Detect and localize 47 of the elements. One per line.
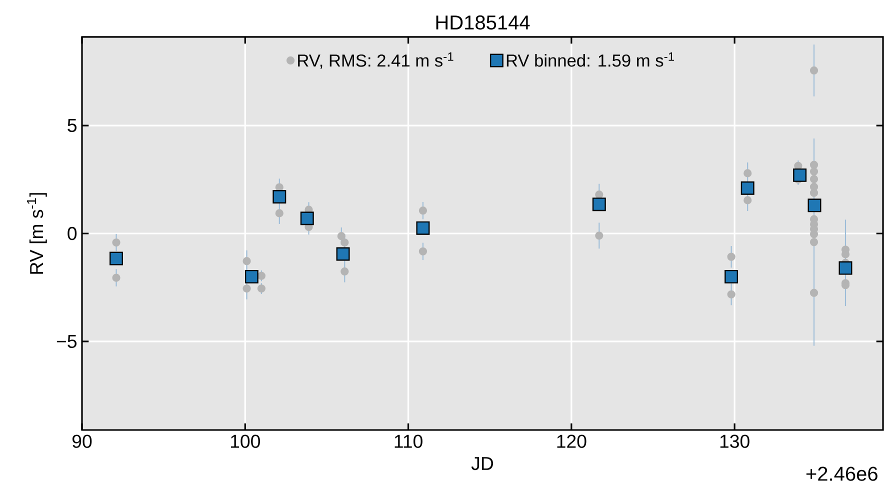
point [242,257,251,266]
y-tick-label: −5 [56,334,77,348]
point [418,206,428,215]
point [340,267,349,276]
y-tick-label: 5 [68,119,77,132]
x-tick-label: 110 [394,434,422,448]
point [740,181,754,195]
point [416,221,430,235]
point [808,198,822,212]
point [275,209,284,218]
point [810,160,818,169]
x-tick-label: 100 [230,434,260,448]
y-axis-title: RV [m s$^{-1}$] [27,193,47,274]
point [810,66,818,75]
x-tick-label: 120 [557,434,586,448]
point [727,290,736,298]
y-tick-label: 0 [68,226,77,240]
point [810,175,818,184]
chart-title: HD185144 [436,15,530,30]
x-tick-label: 90 [72,434,92,448]
point [744,169,752,178]
text: +2.46e6 [806,466,878,481]
point [724,270,738,284]
point [727,252,736,261]
point [242,284,251,293]
point [592,198,606,212]
point [595,232,604,240]
point [300,212,314,226]
point [595,190,604,199]
point [336,247,350,261]
point [112,238,120,247]
point [810,288,818,297]
point [110,252,123,266]
point [744,196,752,204]
point [244,270,258,284]
x-tick-label: 130 [720,434,750,448]
point [810,238,818,246]
point [112,274,120,282]
point [810,167,818,176]
point [793,168,807,182]
legend-label: RV binned: 1.59 m s$^{-1}$ [506,52,674,67]
legend-label: RV, RMS: 2.41 m s$^{-1}$ [298,52,454,69]
point [337,232,346,240]
point [272,190,286,204]
x-axis-title: JD [471,457,494,470]
point [418,247,428,256]
point [838,261,852,275]
